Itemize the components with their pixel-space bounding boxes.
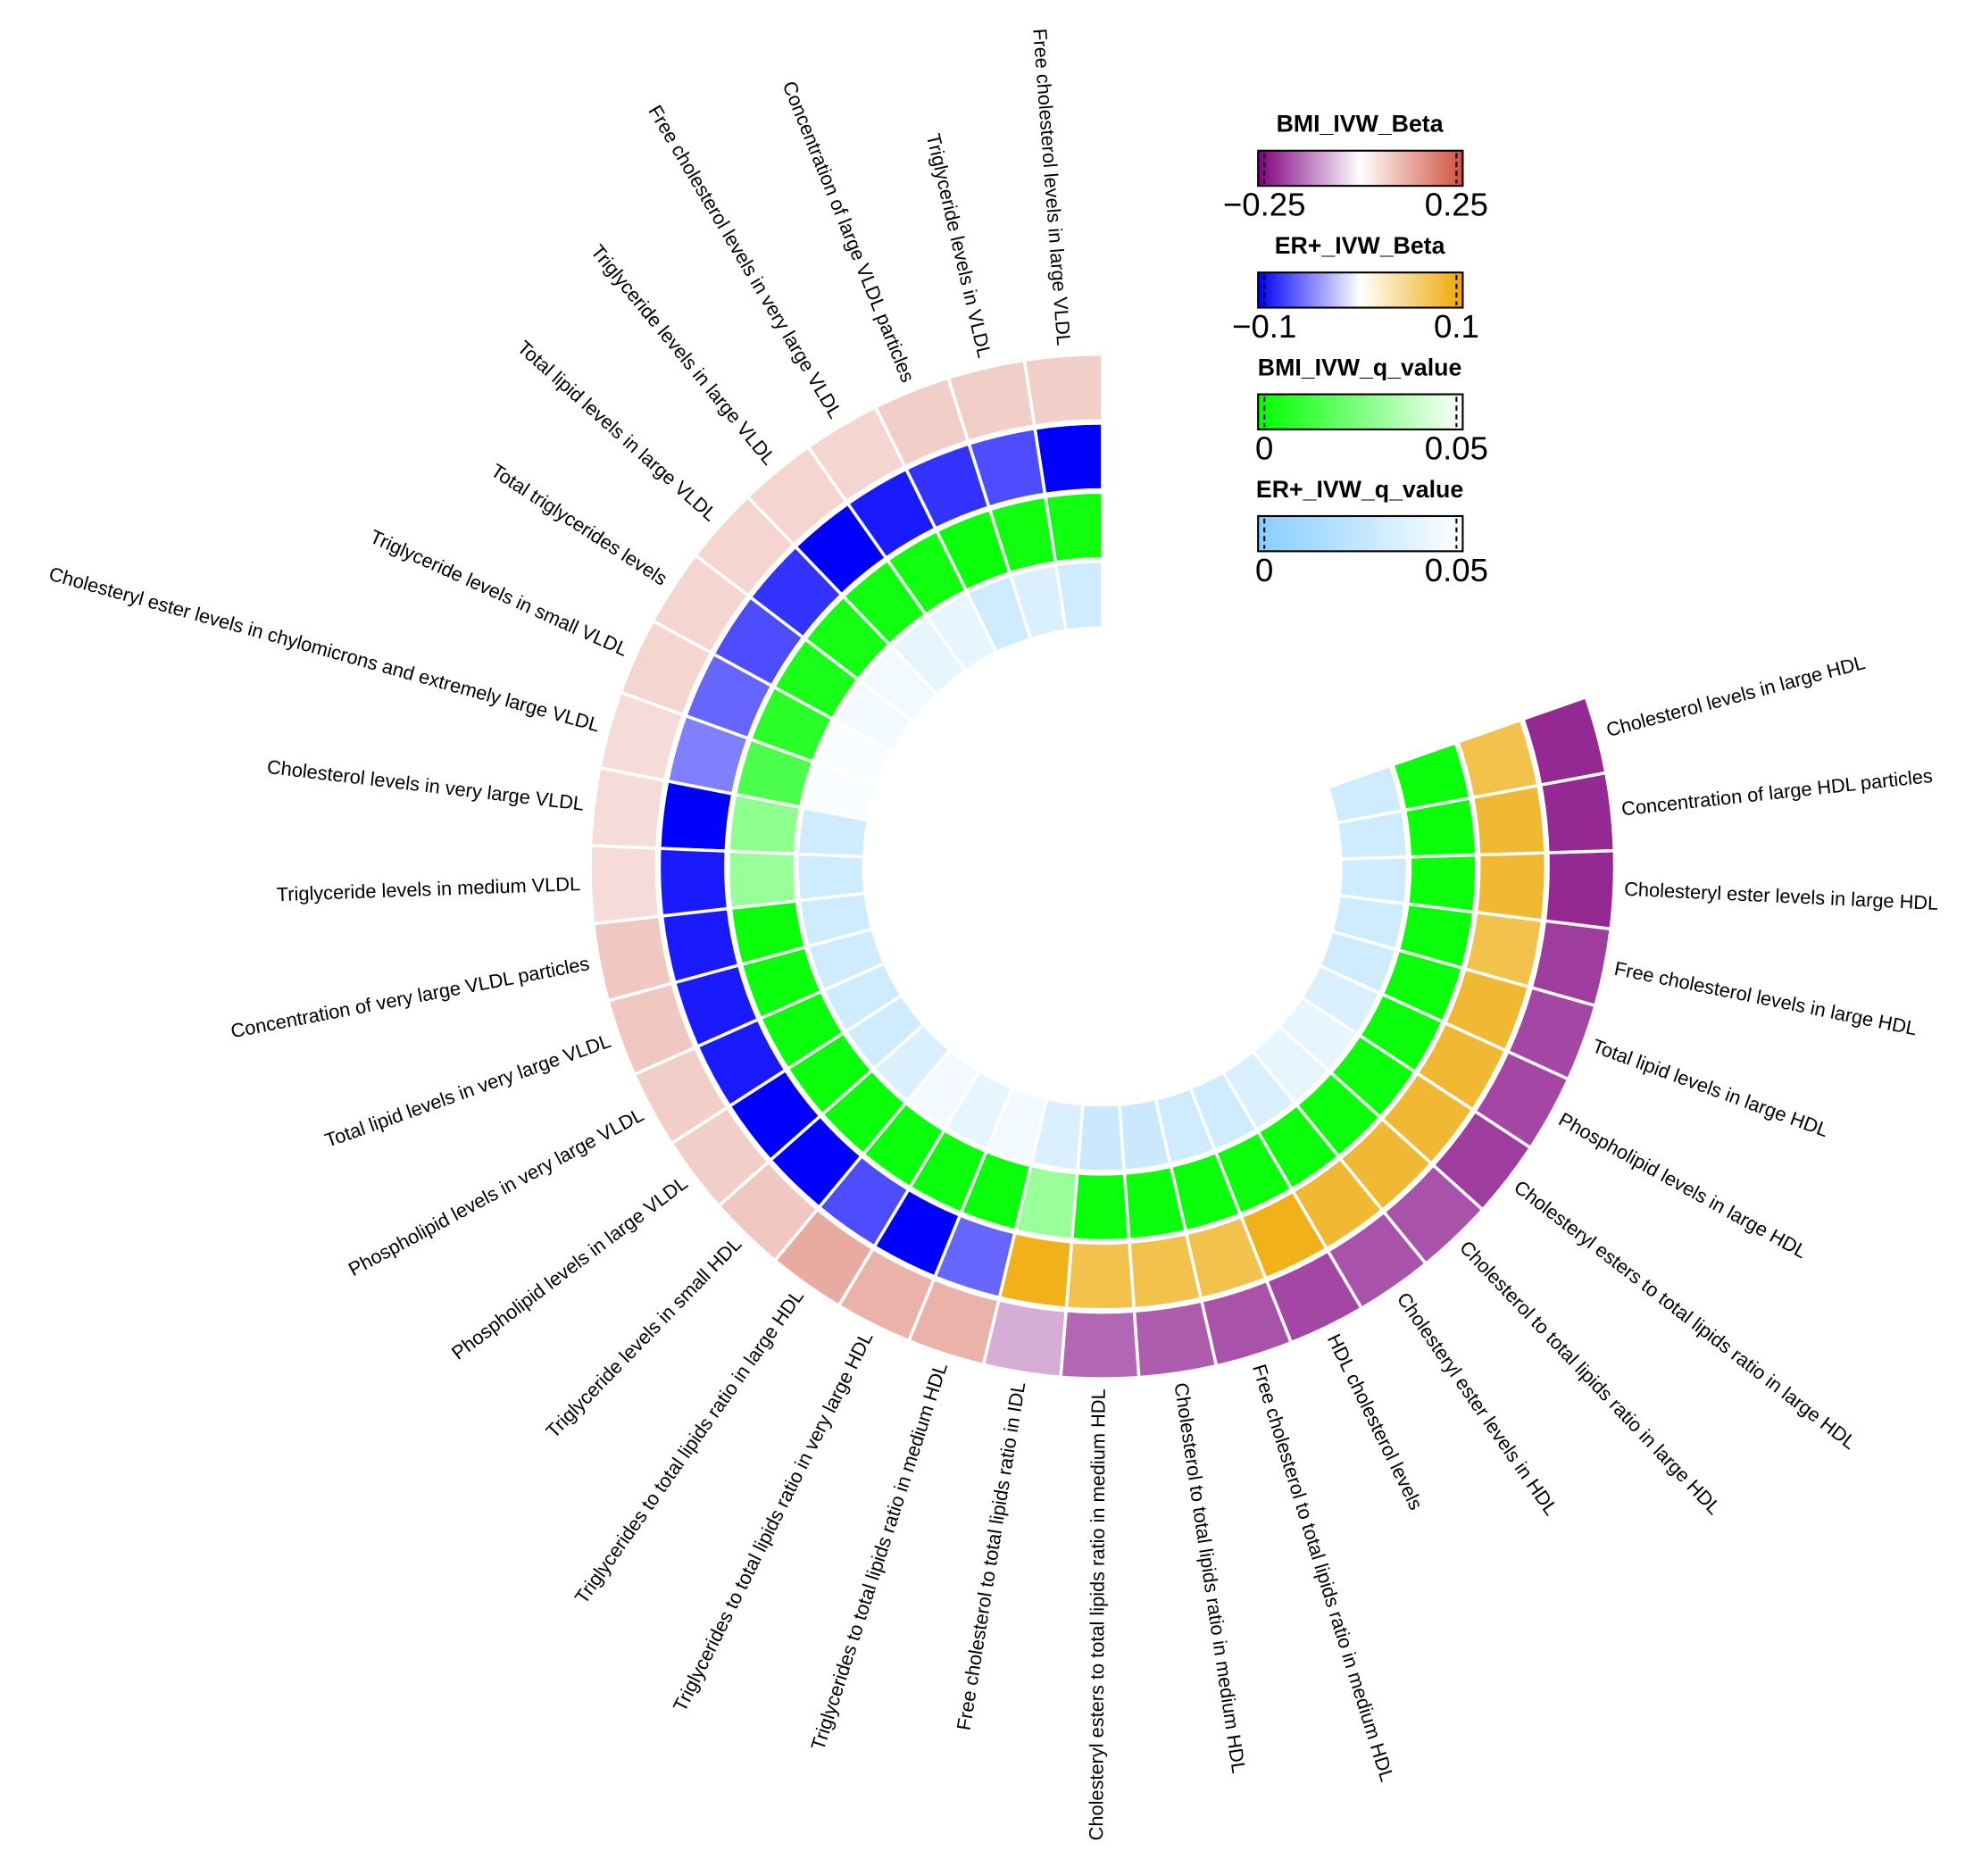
legend-tick-label: 0: [1255, 430, 1273, 467]
legend-colorbar: [1257, 514, 1464, 553]
category-label: Cholesteryl ester levels in chylomicrons…: [46, 563, 603, 737]
heatmap-cell: [588, 765, 667, 850]
category-label: Cholesterol to total lipids ratio in lar…: [1455, 1237, 1726, 1519]
heatmap-cell: [1033, 421, 1104, 496]
legend-colorbar: [1257, 393, 1464, 431]
legend-title: BMI_IVW_q_value: [1258, 354, 1462, 381]
heatmap-cell: [1474, 851, 1547, 922]
legend-title: ER+_IVW_Beta: [1275, 232, 1446, 259]
category-label: Free cholesterol levels in large HDL: [1612, 957, 1919, 1040]
heatmap-cell: [1070, 1171, 1131, 1243]
heatmap-cell: [1390, 740, 1472, 813]
category-label: Triglyceride levels in medium VLDL: [276, 872, 580, 905]
heatmap-cell: [1022, 352, 1104, 428]
legend-tick-label: 0: [1255, 552, 1273, 588]
category-label: Concentration of large HDL particles: [1620, 764, 1934, 820]
legend-tick-label: 0.05: [1425, 430, 1488, 467]
category-label: Total triglycerides levels: [487, 459, 672, 589]
category-label: Cholesterol levels in very large VLDL: [266, 755, 586, 815]
category-label: Triglyceride levels in VLDL: [922, 131, 996, 360]
heatmap-cell: [657, 846, 730, 918]
heatmap-cell: [1538, 771, 1617, 855]
category-label: Cholesterol to total lipids ratio in med…: [1170, 1381, 1250, 1775]
heatmap-cell: [1076, 1102, 1127, 1173]
heatmap-cell: [1543, 848, 1617, 931]
category-label: Free cholesterol levels in large VLDL: [1028, 28, 1075, 346]
legend-tick-label: 0.25: [1425, 187, 1488, 223]
legend-title: ER+_IVW_q_value: [1256, 476, 1463, 503]
legend-colorbar: [1257, 149, 1464, 188]
heatmap-cell: [1405, 853, 1478, 914]
heatmap-cell: [1059, 1309, 1141, 1380]
legend-colorbar: [1257, 271, 1464, 309]
heatmap-cell: [1337, 855, 1410, 905]
heatmap-cell: [726, 849, 799, 911]
category-label: Triglycerides to total lipids ratio in l…: [570, 1285, 808, 1607]
legend-tick-label: −0.1: [1232, 308, 1296, 345]
category-label: HDL cholesterol levels: [1323, 1330, 1428, 1513]
heatmap-cell: [657, 779, 735, 853]
heatmap-cell: [1520, 695, 1608, 788]
heatmap-cell: [588, 844, 662, 926]
category-label: Total lipid levels in very large VLDL: [322, 1030, 614, 1152]
category-label: Cholesteryl esters to total lipids ratio…: [1510, 1176, 1861, 1454]
category-label: Total lipid levels in large HDL: [1589, 1034, 1831, 1141]
heatmap-cell: [1064, 1239, 1137, 1312]
category-label: Free cholesterol to total lipids ratio i…: [953, 1380, 1030, 1732]
heatmap-cell: [1325, 763, 1404, 825]
category-label: Concentration of very large VLDL particl…: [229, 952, 591, 1042]
category-label: Cholesterol levels in large HDL: [1603, 651, 1867, 741]
legend-tick-label: −0.25: [1223, 187, 1305, 223]
legend-tick-label: 0.05: [1425, 552, 1488, 588]
heatmap-cell: [981, 1297, 1069, 1380]
legend-tick-label: 0.1: [1434, 308, 1479, 345]
heatmap-cell: [1455, 718, 1540, 800]
category-label: Cholesteryl esters to total lipids ratio…: [1085, 1388, 1110, 1840]
category-label: Cholesteryl ester levels in large HDL: [1624, 878, 1939, 914]
legend-title: BMI_IVW_Beta: [1277, 111, 1445, 138]
